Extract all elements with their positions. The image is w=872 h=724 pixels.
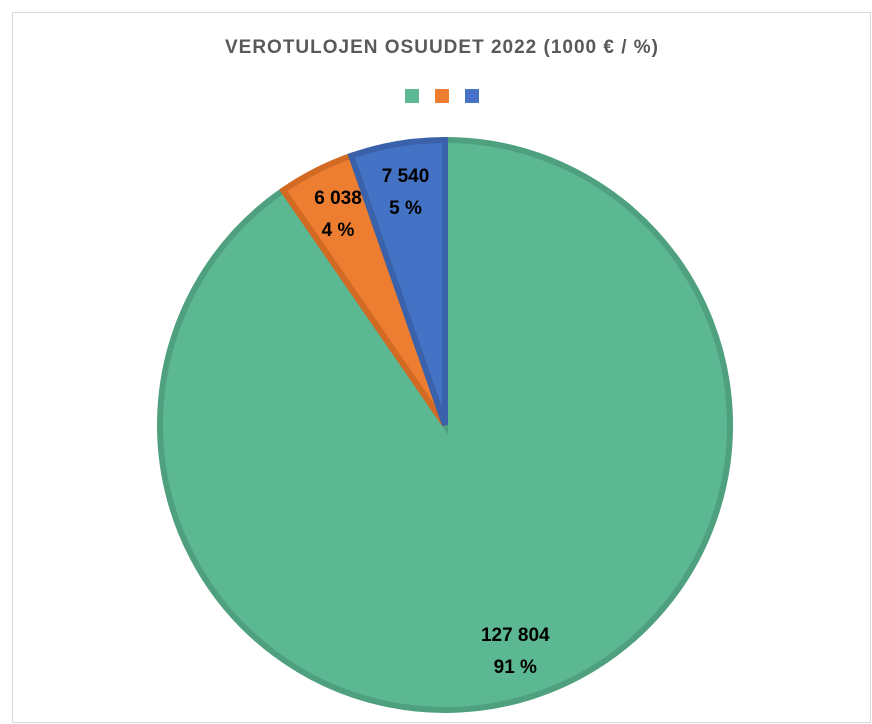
legend-swatch: [465, 89, 479, 103]
percent-label: 4 %: [322, 220, 355, 241]
pie-slice: [347, 136, 448, 426]
data-label: 127 804: [481, 625, 550, 646]
legend-swatch: [405, 89, 419, 103]
legend-swatch: [435, 89, 449, 103]
percent-label: 5 %: [389, 198, 422, 219]
percent-label: 91 %: [494, 657, 537, 678]
data-label: 7 540: [382, 166, 430, 187]
chart-title: VEROTULOJEN OSUUDET 2022 (1000 € / %): [225, 37, 659, 58]
pie: 127 804 91 % 6 038 4 % 7 540 5 %: [157, 136, 733, 713]
data-label: 6 038: [314, 188, 362, 209]
legend: [405, 89, 479, 103]
